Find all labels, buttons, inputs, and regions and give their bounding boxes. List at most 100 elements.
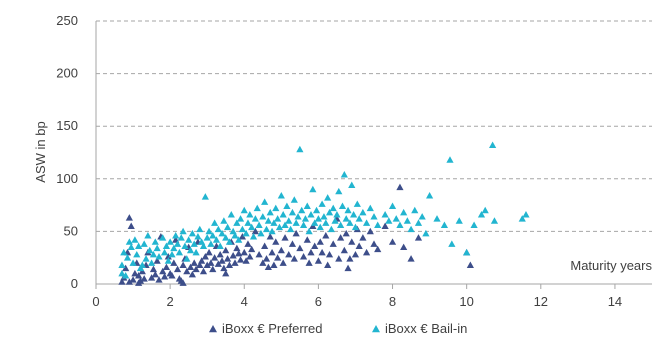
data-point [342,229,350,237]
data-point [388,202,397,210]
data-point [244,219,252,226]
data-point [135,242,143,250]
data-point [118,261,126,268]
data-point [240,248,248,256]
data-point [337,221,345,228]
data-point [222,246,230,254]
data-point [270,219,278,226]
data-point [392,215,400,222]
data-point [400,208,408,216]
data-point [318,200,326,207]
data-point [253,204,261,212]
x-axis-title: Maturity years [570,258,652,273]
data-point [400,243,408,251]
data-point [290,196,298,203]
data-point [346,255,354,262]
data-point [194,233,202,240]
data-point [179,261,187,268]
legend-label: iBoxx € Preferred [222,321,322,336]
data-point [188,229,196,237]
data-point [199,267,208,275]
data-point [125,238,133,245]
data-point [255,250,263,258]
data-point [268,227,276,235]
data-point [257,229,265,237]
data-point [303,236,311,243]
data-point [299,253,308,260]
data-point [259,259,267,266]
data-point [348,238,356,245]
data-point [125,278,133,285]
data-point [261,242,269,250]
data-point [448,240,456,247]
data-point [325,208,334,216]
data-point [131,269,139,277]
data-point [166,238,174,245]
data-point [298,206,306,214]
y-tick-label: 150 [56,118,78,133]
data-point [240,206,248,214]
data-point [274,254,282,261]
data-point [122,264,130,272]
y-tick-label: 50 [64,223,78,238]
data-point [481,206,489,214]
data-point [314,257,322,264]
data-point [216,250,224,258]
data-point [407,255,415,262]
data-point [396,221,404,228]
data-point [196,261,204,268]
data-point [268,248,276,256]
data-point [244,240,252,247]
x-tick-label: 10 [459,294,473,309]
data-point [214,225,222,233]
data-point [201,193,209,200]
data-point [160,248,169,256]
data-point [216,242,224,250]
data-point [229,251,237,259]
data-point [362,219,371,226]
data-point [205,227,213,235]
data-point [153,257,161,264]
data-point [294,213,302,220]
data-point [466,261,474,268]
data-point [120,248,128,256]
data-point [146,246,154,254]
data-point [179,279,187,286]
x-tick-label: 6 [315,294,322,309]
data-point [322,232,330,239]
data-point [333,210,341,218]
data-point [359,208,367,216]
data-point [205,248,213,256]
data-point [236,256,245,263]
data-point [314,215,322,222]
y-tick-label: 100 [56,171,78,186]
data-point [396,183,404,191]
x-tick-label: 4 [241,294,248,309]
data-point [153,244,161,252]
data-point [355,242,363,250]
data-point [277,192,285,199]
data-point [203,234,211,241]
data-point [285,217,293,224]
data-point [249,233,258,240]
data-point [148,259,156,266]
data-point [490,217,499,224]
data-point [222,269,230,277]
data-point [151,270,159,278]
legend-marker [209,325,217,333]
data-point [290,255,298,262]
data-point [118,269,126,277]
data-point [342,215,350,222]
data-point [149,265,158,273]
data-point [279,259,287,266]
data-point [155,253,163,260]
data-point [279,210,287,218]
data-point [366,204,374,212]
data-point [211,219,219,226]
data-point [198,257,206,264]
data-point [118,278,126,285]
data-point [518,215,526,222]
data-point [222,234,230,241]
data-point [233,244,241,252]
